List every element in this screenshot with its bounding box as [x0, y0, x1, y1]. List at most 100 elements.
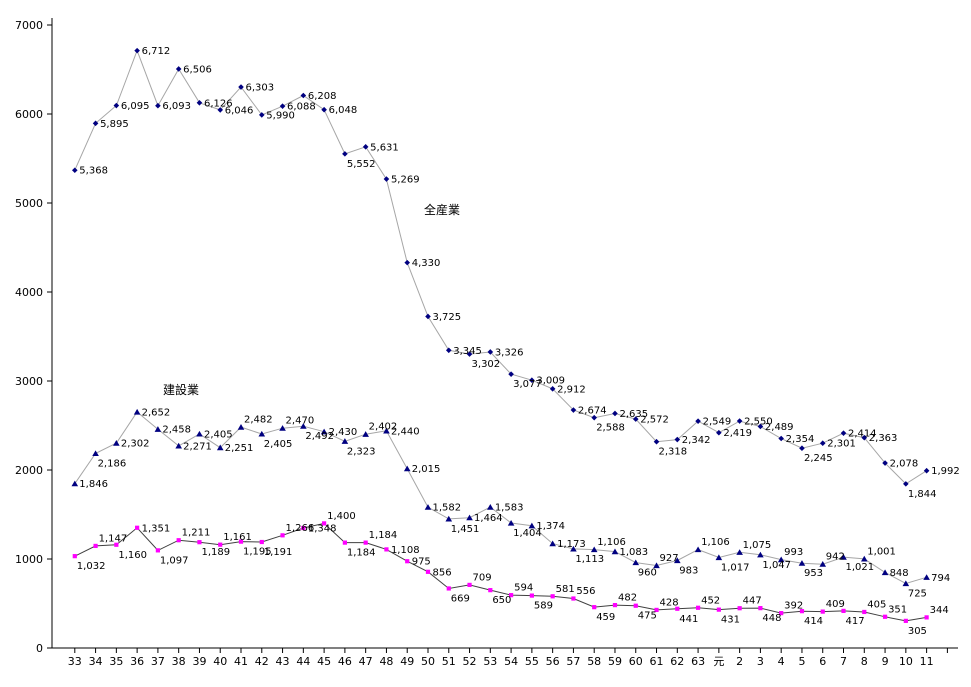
series-unlabeled-data-label: 417 — [846, 616, 865, 627]
series-all-industries-marker — [466, 351, 473, 357]
series-construction-data-label: 794 — [931, 573, 950, 584]
series-unlabeled-marker — [654, 607, 659, 613]
x-axis-tick-label: 56 — [546, 655, 560, 668]
x-axis-tick-label: 59 — [608, 655, 622, 668]
series-construction-marker — [653, 562, 660, 569]
series-all-industries-data-label: 6,506 — [183, 64, 212, 75]
series-construction-data-label: 1,846 — [79, 479, 108, 490]
series-construction-data-label: 993 — [784, 547, 803, 558]
series-unlabeled-data-label: 475 — [638, 611, 657, 622]
series-construction-data-label: 2,458 — [162, 425, 191, 436]
x-axis-tick-label: 58 — [587, 655, 601, 668]
series-all-industries-data-label: 6,088 — [287, 102, 316, 113]
series-all-industries-marker — [321, 106, 327, 113]
series-construction-marker — [736, 549, 743, 555]
series-all-industries-data-label: 5,368 — [79, 166, 108, 177]
series-construction-data-label: 2,323 — [347, 446, 376, 457]
series-all-industries-marker — [612, 410, 618, 417]
series-unlabeled-data-label: 441 — [679, 614, 698, 625]
series-all-industries-marker — [342, 151, 348, 157]
x-axis-tick-label: 34 — [89, 655, 103, 668]
series-all-industries-data-label: 2,549 — [703, 417, 732, 428]
series-unlabeled-data-label: 1,108 — [391, 545, 420, 556]
series-unlabeled-marker — [135, 525, 140, 530]
series-unlabeled-marker — [862, 609, 867, 615]
series-all-industries-data-label: 5,631 — [370, 142, 399, 153]
series-unlabeled-marker — [72, 554, 77, 559]
series-all-industries-data-label: 6,303 — [246, 83, 275, 94]
series-all-industries-data-label: 2,572 — [640, 415, 669, 426]
series-unlabeled-marker — [571, 596, 576, 601]
series-unlabeled-data-label: 414 — [804, 616, 823, 627]
series-unlabeled-marker — [841, 608, 846, 613]
series-unlabeled-data-label: 1,211 — [182, 528, 211, 539]
series-unlabeled-data-label: 975 — [412, 557, 431, 568]
series-all-industries-data-label: 3,302 — [472, 359, 501, 370]
x-axis-tick-label: 44 — [296, 655, 310, 668]
series-all-industries-marker — [903, 481, 909, 487]
x-axis-tick-label: 51 — [442, 655, 456, 668]
series-construction-data-label: 1,021 — [846, 562, 875, 573]
series-unlabeled-data-label: 1,032 — [77, 561, 106, 572]
series-unlabeled-data-label: 305 — [908, 626, 927, 637]
series-all-industries-marker — [757, 423, 764, 430]
series-construction-marker — [133, 408, 141, 415]
series-construction-marker — [466, 514, 473, 521]
series-unlabeled-data-label: 344 — [930, 605, 949, 616]
series-all-industries-data-label: 5,990 — [266, 110, 295, 121]
series-construction-marker — [632, 559, 640, 566]
series-unlabeled-marker — [695, 605, 701, 610]
series-construction-marker — [798, 560, 806, 566]
series-construction-data-label: 953 — [804, 568, 823, 579]
x-axis-tick-label: 63 — [691, 655, 705, 668]
series-construction-marker — [715, 554, 723, 561]
x-axis-tick-label: 41 — [234, 655, 248, 668]
series-label-construction: 建設業 — [163, 383, 200, 397]
series-unlabeled-marker — [529, 593, 534, 598]
series-unlabeled-data-label: 1,189 — [201, 547, 230, 558]
series-construction-data-label: 2,492 — [305, 431, 334, 442]
series-unlabeled-data-label: 1,348 — [308, 524, 337, 535]
series-all-industries-data-label: 2,363 — [869, 433, 898, 444]
series-construction-marker — [320, 428, 328, 435]
series-construction-marker — [383, 427, 390, 434]
series-construction-marker — [279, 425, 286, 431]
x-axis-tick-label: 46 — [338, 655, 352, 668]
series-construction-data-label: 1,451 — [451, 524, 480, 535]
x-axis-tick-label: 2 — [736, 655, 743, 668]
series-construction-data-label: 725 — [908, 588, 927, 599]
y-axis-tick-label: 1000 — [15, 553, 43, 566]
series-construction-data-label: 2,271 — [183, 441, 212, 452]
series-construction-marker — [445, 515, 453, 522]
series-all-industries-marker — [508, 371, 514, 377]
series-unlabeled-marker — [882, 614, 888, 619]
series-all-industries-marker — [695, 418, 701, 424]
series-unlabeled-data-label: 447 — [743, 596, 762, 607]
series-all-industries-data-label: 3,009 — [536, 376, 565, 387]
series-construction-data-label: 2,302 — [121, 439, 150, 450]
series-all-industries-data-label: 5,895 — [100, 119, 129, 130]
series-construction-marker — [860, 555, 868, 562]
series-unlabeled-data-label: 669 — [451, 593, 470, 604]
series-unlabeled-data-label: 1,400 — [327, 511, 356, 522]
series-construction-data-label: 2,186 — [98, 458, 127, 469]
series-construction-data-label: 2,402 — [369, 422, 398, 433]
series-all-industries-marker — [799, 445, 805, 451]
series-all-industries-marker — [72, 167, 78, 174]
series-unlabeled-marker — [758, 606, 763, 611]
y-axis-tick-label: 5000 — [15, 197, 43, 210]
series-unlabeled-data-label: 594 — [514, 583, 533, 594]
series-construction-data-label: 983 — [679, 566, 698, 577]
series-all-industries-data-label: 3,077 — [513, 379, 542, 390]
series-construction-line — [74, 411, 927, 585]
series-construction-data-label: 1,583 — [495, 503, 524, 514]
series-all-industries-data-label: 6,046 — [225, 105, 254, 116]
series-construction-marker — [757, 551, 764, 558]
series-unlabeled-marker — [903, 618, 908, 623]
x-axis-tick-label: 45 — [317, 655, 331, 668]
series-construction-marker — [923, 574, 930, 580]
series-construction-marker — [694, 546, 702, 553]
series-unlabeled-data-label: 1,351 — [142, 523, 171, 534]
series-unlabeled-marker — [675, 606, 680, 611]
series-construction-data-label: 2,652 — [142, 407, 171, 418]
